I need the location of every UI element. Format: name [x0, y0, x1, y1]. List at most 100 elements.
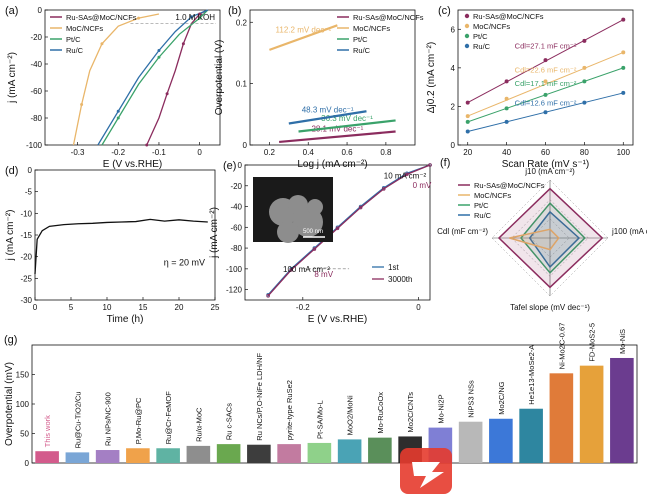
panel-f: (f) j10 (mA cm⁻²) j100 (mA cm⁻²) Tafel slop… — [437, 157, 647, 312]
y-tick-label: -20 — [230, 182, 242, 191]
data-point — [428, 163, 432, 167]
legend-marker — [464, 13, 470, 19]
bar — [126, 448, 150, 463]
sem-inset: 500 nm — [253, 177, 333, 243]
data-point — [335, 226, 340, 231]
y-tick-label: -100 — [226, 265, 243, 274]
data-point — [165, 92, 169, 96]
bar-label: Mo2C/NG — [497, 381, 506, 415]
data-point — [266, 294, 270, 298]
series-line-1 — [72, 13, 160, 146]
y-tick-label: 6 — [451, 25, 456, 34]
panel-a: -0.3 -0.2 -0.1 0 0 -20 -40 -60 -80 -100 E (V vs.RH… — [5, 5, 221, 170]
x-tick-label: -0.2 — [296, 303, 310, 312]
panel-label: (e) — [223, 160, 236, 172]
radar-axis-label: j10 (mA cm⁻²) — [524, 167, 575, 176]
y-tick-label: 0 — [238, 161, 243, 170]
y-axis-label: j (mA cm⁻²) — [209, 207, 220, 259]
legend-label: MoC/NCFs — [473, 22, 510, 31]
y-tick-label: -30 — [20, 296, 32, 305]
bar-label: Ru c-SACs — [225, 403, 234, 440]
legend-marker — [464, 33, 470, 39]
annotation: η = 20 mV — [164, 257, 205, 267]
y-tick-label: 100 — [16, 400, 30, 409]
data-point — [198, 16, 202, 20]
panel-g-frame — [31, 344, 638, 464]
x-tick-label: 20 — [463, 148, 472, 157]
radar-series — [509, 228, 560, 251]
legend-marker — [464, 23, 470, 29]
data-point — [582, 100, 587, 105]
x-tick-label: 0.6 — [341, 148, 353, 157]
data-point — [116, 116, 120, 120]
y-tick-label: 2 — [451, 102, 456, 111]
data-point — [405, 172, 409, 177]
bar-label: Mo-RuCoOx — [376, 392, 385, 434]
annotation: 1.0 M KOH — [175, 13, 215, 22]
y-tick-label: -120 — [226, 286, 243, 295]
bar-label: Ru@Cu-TiO2/Cu — [73, 391, 82, 448]
bar-label: Ru/α-MoC — [194, 407, 203, 442]
y-axis-label: Δj0.2 (mA cm⁻²) — [426, 42, 437, 113]
data-point — [621, 90, 626, 95]
stability-line — [34, 218, 208, 275]
y-axis-label: Overpotential (mV) — [4, 362, 15, 446]
watermark-logo-mark — [412, 462, 444, 488]
scale-label: 500 nm — [303, 229, 323, 235]
bar — [337, 439, 362, 463]
radar-series — [520, 202, 586, 274]
data-point — [198, 12, 202, 16]
y-axis-label: Overpotential (V) — [214, 40, 225, 116]
legend-label: 3000th — [388, 275, 412, 284]
panel-e-frame — [244, 164, 431, 301]
slope-label: 112.2 mV dec⁻¹ — [276, 26, 332, 35]
y-tick-label: -100 — [26, 141, 43, 150]
data-point — [621, 65, 626, 70]
data-point — [381, 187, 386, 191]
data-point — [80, 103, 84, 106]
bar — [277, 444, 301, 463]
bar — [579, 365, 604, 463]
bar — [610, 357, 634, 463]
data-point — [181, 42, 185, 46]
radar-axis-label: j100 (mA cm⁻²) — [611, 227, 647, 236]
x-tick-label: 25 — [211, 303, 220, 312]
radar-axis-label: Cdl (mF cm⁻²) — [437, 227, 488, 236]
slope-label: 48.3 mV dec⁻¹ — [302, 105, 354, 114]
watermark — [400, 448, 452, 494]
x-tick-label: 40 — [502, 148, 511, 157]
y-tick-label: 0 — [243, 141, 248, 150]
y-tick-label: -10 — [20, 209, 32, 218]
data-point — [582, 79, 587, 84]
series-line-2 — [101, 9, 209, 146]
legend-label: Ru-SAs@MoC/NCFs — [66, 13, 137, 22]
series-line-1 — [267, 164, 431, 297]
cdl-label: Cdl=22.6 mF cm⁻² — [515, 66, 577, 75]
bar-label: He1e13-MoSe2-A — [527, 345, 536, 405]
bar-label: Mo-Ni2P — [436, 394, 445, 423]
data-point — [465, 114, 470, 119]
x-tick-label: 0 — [416, 303, 421, 312]
x-tick-label: -0.1 — [152, 148, 166, 157]
bar — [95, 450, 120, 463]
data-point — [100, 42, 104, 46]
panel-e: -0.2 0 0 -20 -40 -60 -80 -100 -120 E (V vs.RHE) j … — [209, 160, 432, 325]
bar-label: Pt-SA/Mo-L — [315, 400, 324, 439]
x-axis-label: E (V vs.RHE) — [103, 159, 162, 170]
inset-particle — [307, 199, 323, 215]
panel-b-frame — [249, 9, 416, 146]
x-tick-label: 80 — [580, 148, 589, 157]
legend-label: MoC/NCFs — [353, 24, 390, 33]
legend-label: Pt/C — [353, 35, 368, 44]
bar — [458, 421, 483, 463]
data-point — [543, 110, 548, 115]
data-point — [504, 79, 509, 84]
y-tick-label: 4 — [451, 64, 456, 73]
bar — [519, 408, 543, 463]
x-tick-label: 5 — [69, 303, 74, 312]
y-tick-label: -60 — [230, 223, 242, 232]
bar-label: NiPS3 NSs — [467, 380, 476, 418]
x-axis-label: Log j (mA cm⁻²) — [297, 159, 367, 170]
